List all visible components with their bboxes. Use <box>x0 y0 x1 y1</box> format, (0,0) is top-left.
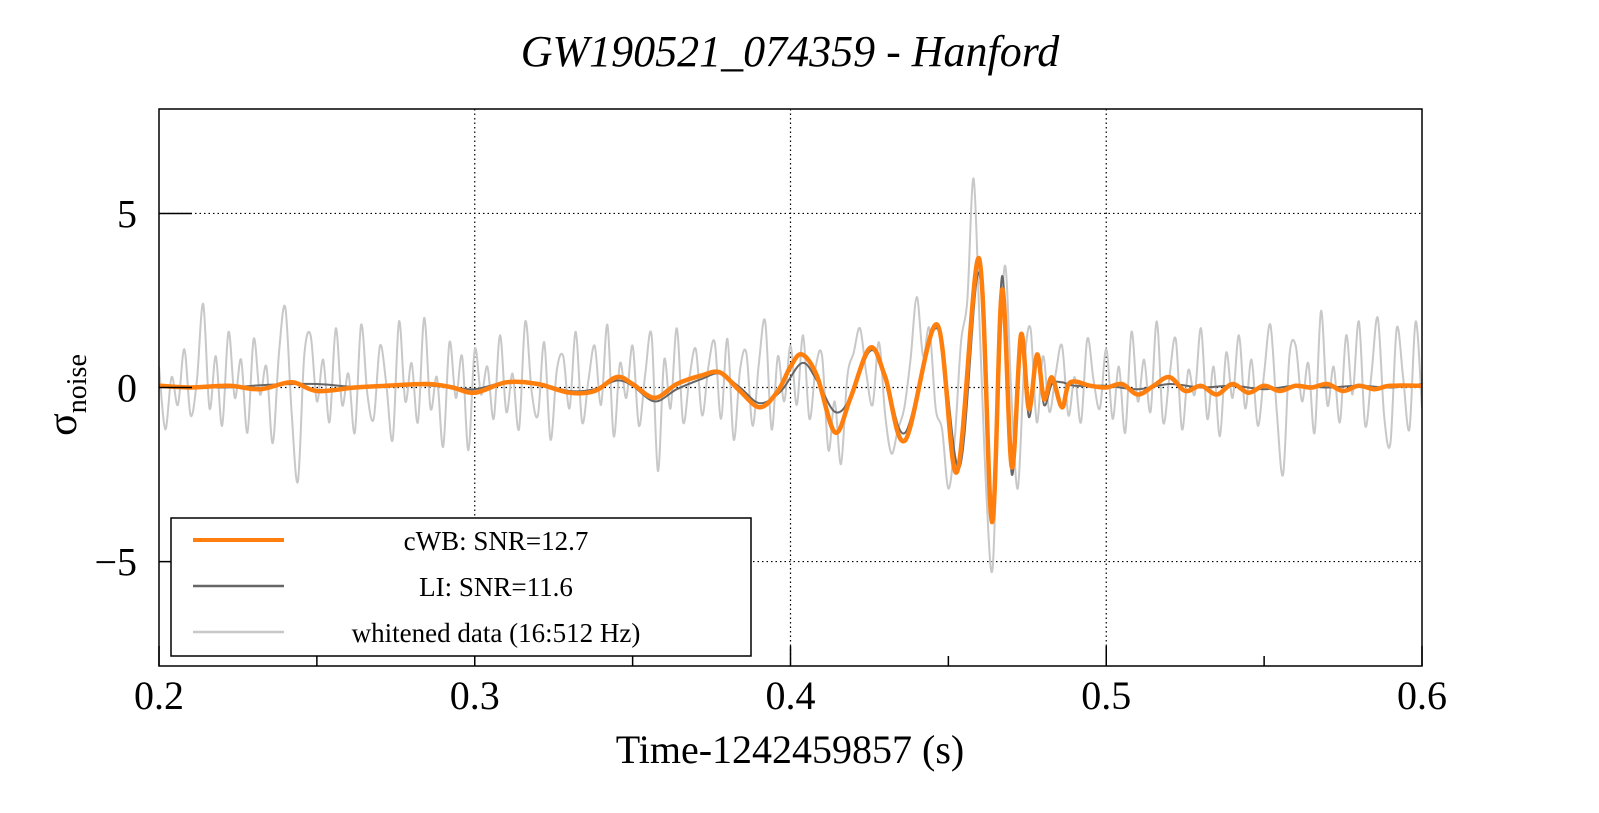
svg-text:σnoise: σnoise <box>40 354 93 436</box>
legend-label-whitened: whitened data (16:512 Hz) <box>352 618 641 648</box>
x-tick-label: 0.6 <box>1397 673 1447 718</box>
x-tick-label: 0.5 <box>1081 673 1131 718</box>
y-axis-label: σnoise <box>40 354 93 436</box>
x-tick-label: 0.4 <box>766 673 816 718</box>
x-tick-label: 0.3 <box>450 673 500 718</box>
series-line-cwb <box>159 256 1422 525</box>
x-tick-label: 0.2 <box>134 673 184 718</box>
y-tick-label: 0 <box>117 366 137 411</box>
axes: 0.2 0.3 0.4 0.5 0.6 5 0 −5 <box>94 108 1447 718</box>
plot-area <box>159 177 1422 573</box>
legend: cWB: SNR=12.7 LI: SNR=11.6 whitened data (… <box>170 517 752 657</box>
y-axis-label-subscript: noise <box>62 354 93 413</box>
legend-label-cwb: cWB: SNR=12.7 <box>404 526 589 556</box>
legend-label-li: LI: SNR=11.6 <box>419 572 573 602</box>
y-tick-label: 5 <box>117 191 137 236</box>
y-tick-label: −5 <box>94 540 137 585</box>
chart-title: GW190521_074359 - Hanford <box>521 27 1061 76</box>
x-axis-label: Time-1242459857 (s) <box>616 727 965 772</box>
y-axis-label-sigma: σ <box>40 413 86 436</box>
plot-frame <box>158 108 1423 667</box>
series-line-whitened <box>159 177 1422 573</box>
